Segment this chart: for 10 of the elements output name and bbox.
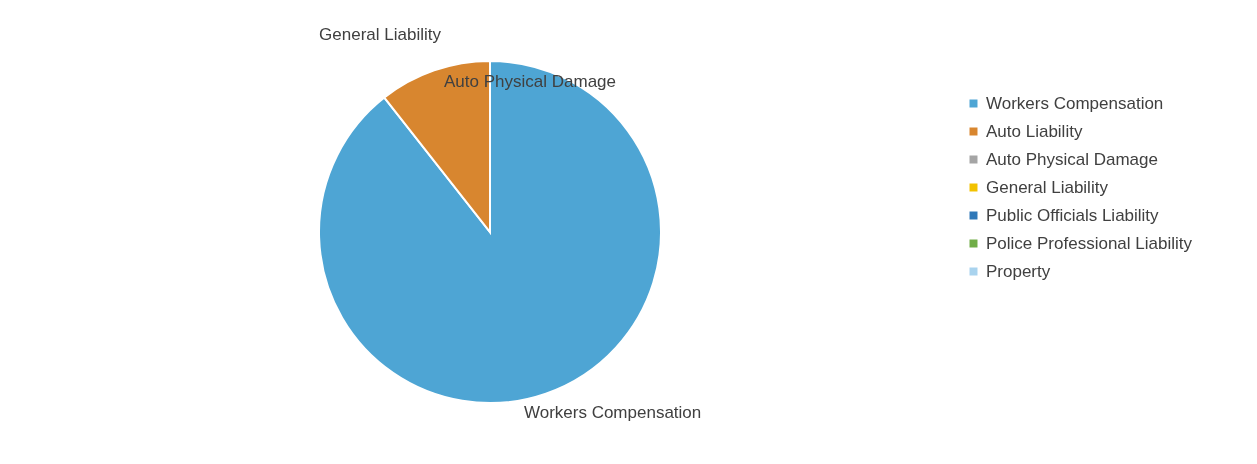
legend-label: Auto Physical Damage — [986, 149, 1158, 169]
pie-slice — [318, 60, 662, 404]
legend-label: Property — [986, 261, 1051, 281]
legend-label: Auto Liability — [986, 121, 1083, 141]
legend-label: Public Officials Liability — [986, 205, 1160, 225]
legend-label: General Liability — [986, 177, 1109, 197]
legend-label: Police Professional Liability — [986, 233, 1193, 253]
data-label: Workers Compensation — [523, 403, 702, 422]
legend-label: Workers Compensation — [986, 93, 1164, 113]
text: General Liability — [319, 25, 441, 45]
